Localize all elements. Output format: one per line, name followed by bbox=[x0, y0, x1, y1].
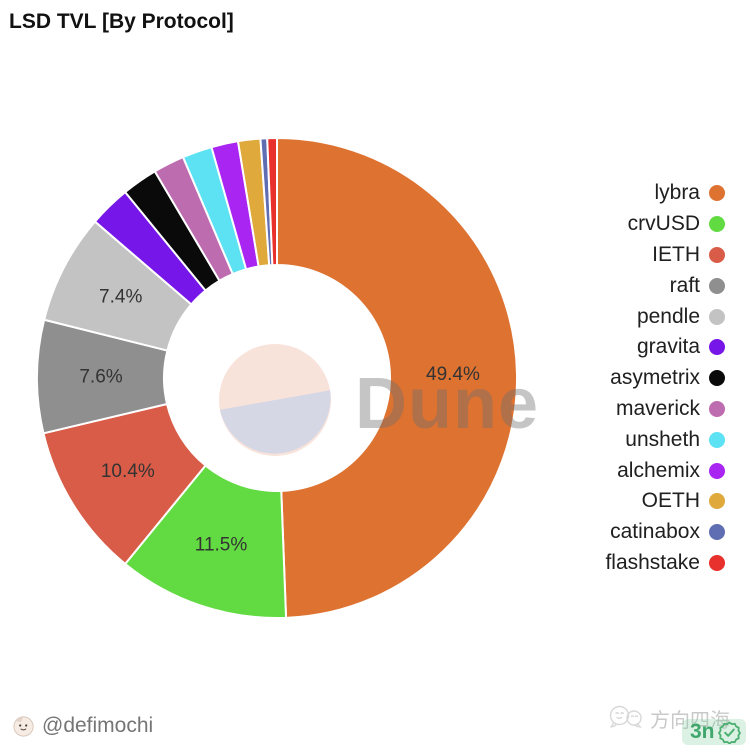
slice-percent-label: 49.4% bbox=[426, 364, 480, 385]
legend-dot bbox=[709, 554, 725, 571]
verified-check-icon bbox=[717, 721, 741, 744]
slice-labels: 49.4% 11.5% 10.4% 7.6% 7.4% bbox=[79, 287, 480, 556]
legend-item-lybra[interactable]: lybra bbox=[605, 178, 725, 209]
legend-item-pendle[interactable]: pendle bbox=[605, 301, 725, 332]
legend-label: unsheth bbox=[625, 427, 700, 451]
legend-item-flashstake[interactable]: flashstake bbox=[605, 548, 725, 579]
slice-percent-label: 10.4% bbox=[101, 461, 155, 482]
legend-item-IETH[interactable]: IETH bbox=[605, 240, 725, 271]
legend-item-asymetrix[interactable]: asymetrix bbox=[605, 363, 725, 394]
slice-percent-label: 11.5% bbox=[195, 534, 248, 555]
legend-label: catinabox bbox=[610, 520, 700, 544]
legend-dot bbox=[709, 246, 725, 263]
legend-label: gravita bbox=[636, 335, 700, 359]
legend-label: raft bbox=[669, 273, 700, 297]
legend-item-crvUSD[interactable]: crvUSD bbox=[605, 209, 725, 240]
legend-dot bbox=[709, 431, 725, 448]
badge-text: 3n bbox=[690, 720, 715, 743]
legend-item-alchemix[interactable]: alchemix bbox=[605, 455, 725, 486]
legend-label: alchemix bbox=[617, 458, 700, 482]
pie-slices bbox=[36, 137, 518, 619]
chart-legend: lybra crvUSD IETH raft pendle gravita asymetri… bbox=[605, 178, 725, 578]
badge: 3n bbox=[682, 719, 746, 745]
dune-logo-lower-half bbox=[219, 390, 331, 454]
legend-label: flashstake bbox=[605, 550, 700, 574]
legend-item-maverick[interactable]: maverick bbox=[605, 394, 725, 425]
legend-dot bbox=[709, 339, 725, 356]
legend-label: OETH bbox=[641, 489, 700, 513]
slice-percent-label: 7.6% bbox=[79, 366, 122, 387]
legend-label: IETH bbox=[652, 242, 700, 266]
slice-percent-label: 7.4% bbox=[99, 287, 142, 308]
chart-title: LSD TVL [By Protocol] bbox=[9, 10, 234, 33]
legend-label: crvUSD bbox=[627, 212, 700, 236]
author-handle: @defimochi bbox=[42, 714, 154, 737]
legend-item-raft[interactable]: raft bbox=[605, 270, 725, 301]
author-credit: @defimochi bbox=[13, 714, 153, 738]
pie-slice-flashstake[interactable] bbox=[266, 137, 278, 267]
legend-dot bbox=[709, 462, 725, 479]
legend-label: pendle bbox=[636, 304, 700, 328]
channel-name: 方向四海 bbox=[650, 709, 730, 732]
author-avatar bbox=[13, 715, 34, 737]
channel-watermark: 方向四海 bbox=[607, 703, 730, 733]
legend-dot bbox=[709, 277, 725, 294]
legend-dot bbox=[709, 308, 725, 325]
legend-dot bbox=[709, 493, 725, 510]
legend-dot bbox=[709, 370, 725, 387]
legend-item-catinabox[interactable]: catinabox bbox=[605, 517, 725, 548]
dune-watermark-text: Dune bbox=[355, 364, 539, 444]
legend-dot bbox=[709, 185, 725, 202]
legend-label: maverick bbox=[615, 396, 700, 420]
dune-watermark: Dune bbox=[219, 344, 539, 456]
legend-item-OETH[interactable]: OETH bbox=[605, 486, 725, 517]
legend-dot bbox=[709, 216, 725, 233]
legend-label: asymetrix bbox=[610, 366, 700, 390]
pie-slice-lybra[interactable] bbox=[276, 137, 518, 619]
legend-item-gravita[interactable]: gravita bbox=[605, 332, 725, 363]
legend-dot bbox=[709, 524, 725, 541]
chat-bubbles-icon bbox=[609, 705, 643, 728]
legend-dot bbox=[709, 400, 725, 417]
legend-label: lybra bbox=[654, 181, 700, 205]
legend-item-unsheth[interactable]: unsheth bbox=[605, 424, 725, 455]
